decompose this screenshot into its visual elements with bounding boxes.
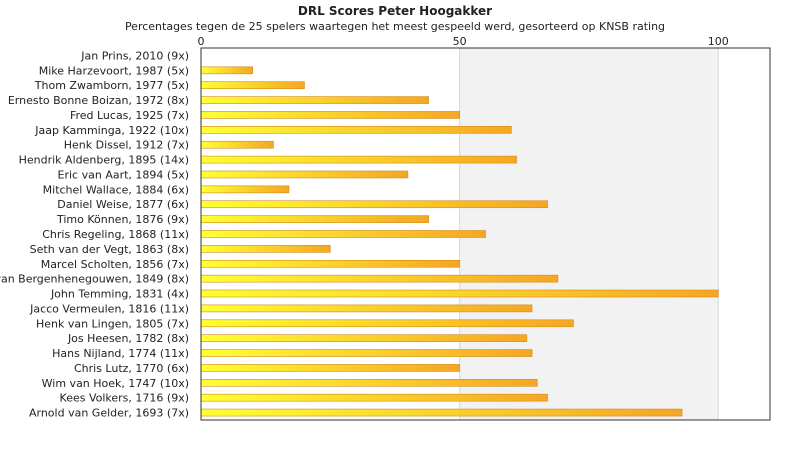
category-label: Timo Können, 1876 (9x) bbox=[56, 213, 189, 226]
bar bbox=[200, 408, 683, 417]
bar bbox=[200, 126, 512, 134]
category-label: Henk Dissel, 1912 (7x) bbox=[64, 139, 189, 152]
category-label: Hendrik Aldenberg, 1895 (14x) bbox=[19, 154, 189, 167]
category-label: Jaap Kamminga, 1922 (10x) bbox=[34, 124, 189, 137]
bar bbox=[200, 215, 429, 223]
plot-frame bbox=[200, 47, 771, 421]
bar bbox=[200, 155, 517, 164]
category-label: Eric van Aart, 1894 (5x) bbox=[58, 168, 189, 181]
bar bbox=[200, 170, 409, 179]
category-label: Henk van Lingen, 1805 (7x) bbox=[36, 317, 189, 330]
bar bbox=[200, 230, 486, 238]
bar bbox=[200, 319, 574, 328]
chart-subtitle: Percentages tegen de 25 spelers waartege… bbox=[124, 20, 666, 33]
bar bbox=[200, 393, 548, 402]
category-label: Marcel Scholten, 1856 (7x) bbox=[41, 258, 189, 271]
x-tick-label: 0 bbox=[198, 35, 205, 48]
category-label: Fred Lucas, 1925 (7x) bbox=[70, 109, 189, 122]
category-label: Mike Harzevoort, 1987 (5x) bbox=[39, 64, 189, 77]
bar bbox=[200, 66, 254, 75]
bar bbox=[200, 96, 429, 104]
category-label: Frank van Bergenhenegouwen, 1849 (8x) bbox=[0, 273, 189, 286]
x-tick-label: 50 bbox=[453, 35, 467, 48]
category-label: Mitchel Wallace, 1884 (6x) bbox=[43, 183, 189, 196]
plot-band bbox=[459, 48, 719, 420]
category-label: Daniel Weise, 1877 (6x) bbox=[57, 198, 189, 211]
category-label: Arnold van Gelder, 1693 (7x) bbox=[29, 407, 189, 420]
category-label: Wim van Hoek, 1747 (10x) bbox=[42, 377, 189, 390]
bar bbox=[200, 185, 290, 194]
bar bbox=[200, 304, 533, 313]
bar bbox=[200, 334, 528, 342]
bar bbox=[200, 259, 460, 268]
category-label: Jos Heesen, 1782 (8x) bbox=[67, 332, 189, 345]
chart-title: DRL Scores Peter Hoogakker bbox=[297, 4, 493, 18]
bar bbox=[200, 245, 331, 253]
bar bbox=[200, 349, 533, 357]
category-label: Chris Regeling, 1868 (11x) bbox=[42, 228, 189, 241]
x-tick-label: 100 bbox=[708, 35, 729, 48]
bar bbox=[200, 274, 559, 283]
bar bbox=[200, 289, 719, 298]
category-label: Jacco Vermeulen, 1816 (11x) bbox=[29, 302, 189, 315]
category-label: Thom Zwamborn, 1977 (5x) bbox=[34, 79, 189, 92]
category-label: John Temming, 1831 (4x) bbox=[50, 288, 189, 301]
bar bbox=[200, 364, 460, 372]
bar bbox=[200, 111, 460, 119]
bar bbox=[200, 378, 538, 387]
category-label: Seth van der Vegt, 1863 (8x) bbox=[30, 243, 189, 256]
bar bbox=[200, 200, 548, 209]
category-label: Hans Nijland, 1774 (11x) bbox=[52, 347, 189, 360]
bar bbox=[200, 140, 274, 149]
category-label: Kees Volkers, 1716 (9x) bbox=[60, 392, 189, 405]
bar bbox=[200, 81, 305, 89]
category-label: Jan Prins, 2010 (9x) bbox=[80, 49, 189, 62]
category-label: Chris Lutz, 1770 (6x) bbox=[74, 362, 189, 375]
category-label: Ernesto Bonne Boizan, 1972 (8x) bbox=[8, 94, 189, 107]
